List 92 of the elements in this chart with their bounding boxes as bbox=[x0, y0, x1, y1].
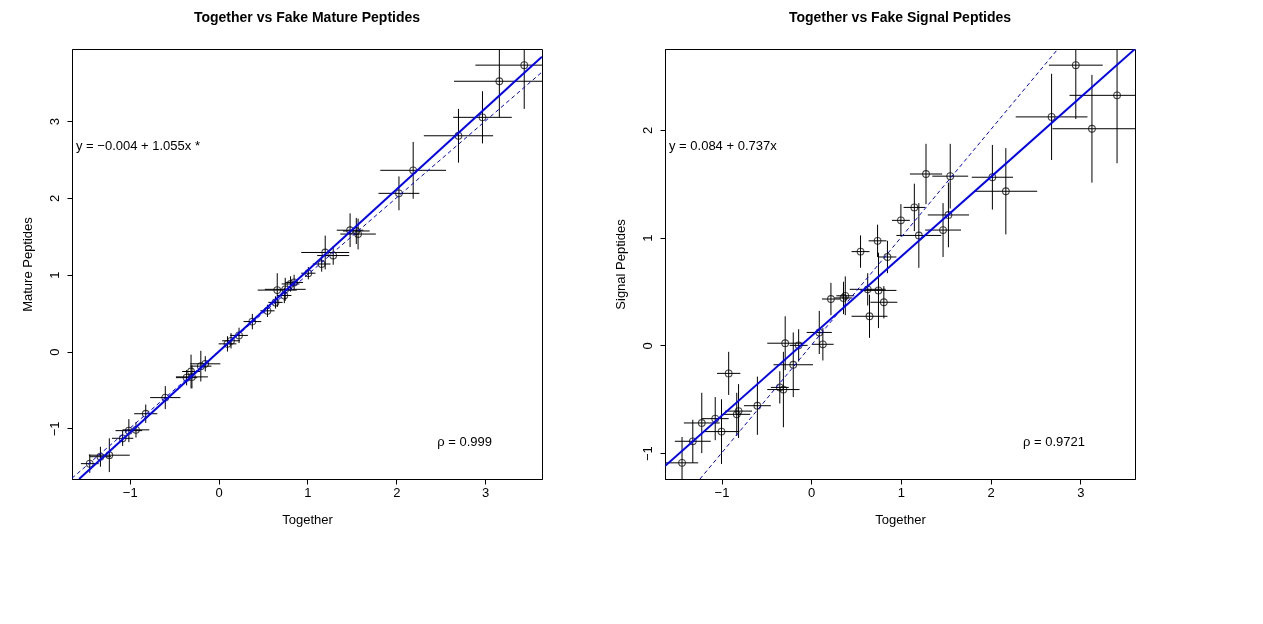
point bbox=[879, 298, 888, 307]
point bbox=[753, 401, 762, 410]
point bbox=[839, 294, 848, 302]
point bbox=[187, 367, 195, 376]
y-tick-label: 2 bbox=[46, 194, 62, 203]
point bbox=[874, 286, 883, 295]
point bbox=[988, 173, 997, 182]
point bbox=[118, 434, 127, 443]
y-axis-title: Signal Peptides bbox=[612, 218, 628, 310]
point bbox=[304, 269, 313, 278]
x-axis-title: Together bbox=[282, 511, 334, 527]
x-tick-label: 2 bbox=[393, 484, 401, 500]
y-tick-label: 0 bbox=[46, 348, 62, 356]
point bbox=[939, 226, 947, 234]
point bbox=[841, 291, 850, 300]
point bbox=[815, 328, 824, 337]
x-tick-label: 0 bbox=[215, 484, 223, 500]
point bbox=[161, 393, 170, 402]
point bbox=[286, 280, 295, 288]
point bbox=[409, 166, 418, 175]
point bbox=[818, 340, 827, 349]
y-tick-label: 1 bbox=[46, 271, 62, 279]
point bbox=[124, 426, 133, 435]
point bbox=[1088, 124, 1096, 133]
y-axis-title: Mature Peptides bbox=[19, 216, 35, 312]
point bbox=[922, 170, 930, 178]
point bbox=[248, 317, 257, 326]
annotation: ρ = 0.999 bbox=[437, 434, 492, 450]
point bbox=[1113, 91, 1121, 100]
annotation: y = 0.084 + 0.737x bbox=[669, 137, 778, 153]
point bbox=[789, 360, 798, 369]
point bbox=[478, 113, 487, 122]
x-tick-label: −1 bbox=[122, 484, 138, 500]
chart-title: Together vs Fake Mature Peptides bbox=[193, 8, 421, 25]
x-tick-label: 1 bbox=[304, 484, 312, 500]
point bbox=[1001, 187, 1010, 196]
point bbox=[352, 227, 361, 235]
point bbox=[914, 231, 923, 240]
point bbox=[235, 331, 243, 340]
point bbox=[273, 286, 282, 294]
point bbox=[724, 369, 733, 378]
point bbox=[354, 230, 362, 238]
x-tick-label: 0 bbox=[808, 484, 816, 500]
point bbox=[321, 248, 330, 257]
point bbox=[182, 373, 191, 382]
y-tick-label: 1 bbox=[639, 234, 655, 242]
annotation: y = −0.004 + 1.055x * bbox=[76, 137, 200, 153]
point bbox=[223, 339, 232, 348]
point bbox=[775, 383, 784, 392]
point bbox=[196, 362, 205, 371]
point bbox=[896, 216, 905, 225]
point bbox=[495, 77, 504, 86]
point bbox=[865, 312, 874, 321]
point bbox=[1047, 113, 1056, 121]
point bbox=[734, 407, 743, 415]
point bbox=[711, 414, 720, 423]
point bbox=[96, 452, 105, 461]
chart-title: Together vs Fake Signal Peptides bbox=[788, 8, 1012, 25]
x-tick-label: −1 bbox=[714, 484, 730, 500]
annotation: ρ = 0.9721 bbox=[1023, 434, 1085, 450]
point bbox=[201, 359, 210, 368]
x-axis-title: Together bbox=[875, 511, 927, 527]
point bbox=[346, 226, 354, 235]
point bbox=[227, 336, 235, 345]
point bbox=[863, 285, 872, 294]
point bbox=[697, 419, 706, 427]
x-tick-label: 3 bbox=[1077, 484, 1085, 500]
y-tick-label: 2 bbox=[639, 126, 655, 134]
point bbox=[454, 131, 463, 140]
x-tick-label: 3 bbox=[482, 484, 490, 500]
point bbox=[280, 291, 289, 300]
point bbox=[946, 172, 955, 181]
point bbox=[1071, 61, 1080, 70]
y-tick-label: −1 bbox=[639, 446, 655, 462]
point bbox=[688, 437, 697, 446]
point bbox=[520, 61, 529, 70]
point bbox=[678, 458, 686, 467]
x-tick-label: 2 bbox=[987, 484, 995, 500]
point bbox=[329, 251, 338, 260]
point bbox=[395, 189, 403, 198]
point bbox=[883, 253, 892, 261]
point bbox=[910, 203, 919, 212]
point bbox=[317, 260, 326, 268]
point bbox=[717, 427, 726, 436]
x-tick-label: 1 bbox=[897, 484, 906, 500]
point bbox=[873, 236, 882, 245]
y-tick-label: −1 bbox=[46, 421, 62, 437]
point bbox=[856, 247, 865, 256]
point bbox=[732, 410, 741, 419]
y-tick-label: 0 bbox=[639, 342, 655, 350]
point bbox=[944, 211, 953, 219]
y-tick-label: 3 bbox=[46, 118, 62, 126]
